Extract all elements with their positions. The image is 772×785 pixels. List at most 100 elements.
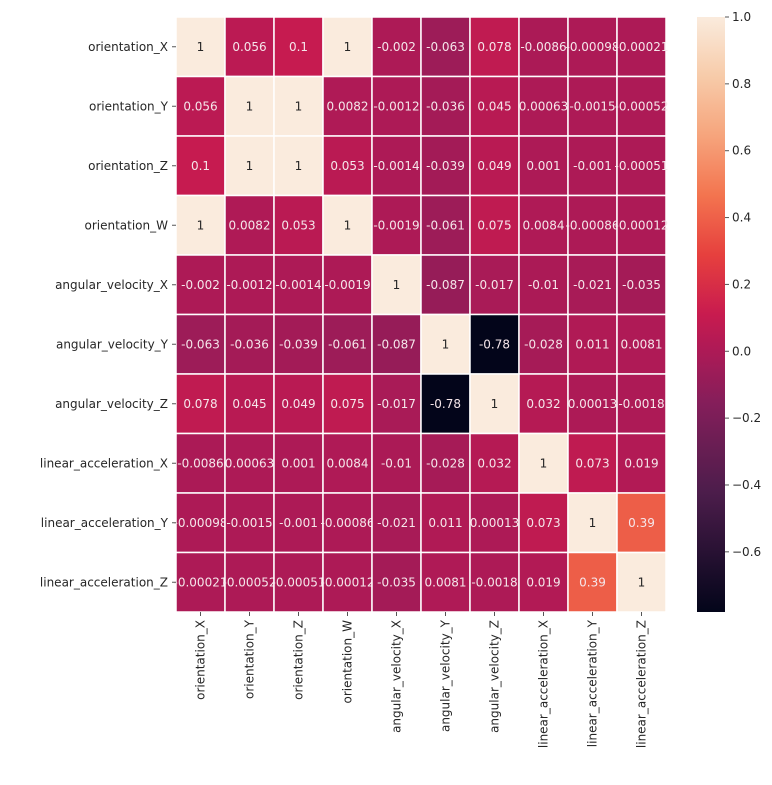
- col-tick-label: angular_velocity_Y: [439, 619, 453, 732]
- colorbar-tick-label: 1.0: [732, 10, 751, 24]
- cell-value-label: 0.00063: [225, 456, 275, 470]
- colorbar-tick-label: 0.2: [732, 277, 751, 291]
- cell-value-label: -0.036: [230, 337, 269, 351]
- heatmap-cell: [616, 254, 667, 316]
- heatmap-cell: [273, 313, 324, 375]
- cell-value-label: -0.028: [524, 337, 563, 351]
- colorbar-tick-label: −0.4: [732, 478, 761, 492]
- cell-value-label: -0.061: [426, 218, 465, 232]
- cell-value-label: -0.0014: [373, 159, 419, 173]
- row-tick-label: linear_acceleration_X: [40, 456, 168, 470]
- row-tick-label: angular_velocity_Y: [56, 337, 169, 351]
- cell-value-label: 0.0082: [327, 99, 369, 113]
- heatmap-cell: [518, 254, 569, 316]
- cell-value-label: 1: [589, 516, 597, 530]
- cell-value-label: 0.073: [575, 456, 609, 470]
- cell-value-label: -0.002: [181, 278, 220, 292]
- row-tick-label: orientation_Y: [89, 99, 169, 113]
- cell-value-label: 1: [393, 278, 401, 292]
- cell-value-label: -0.039: [426, 159, 465, 173]
- heatmap-cell: [567, 492, 618, 554]
- cell-value-label: 0.1: [191, 159, 210, 173]
- cell-value-label: 0.056: [232, 40, 266, 54]
- cell-value-label: 0.001: [526, 159, 560, 173]
- row-tick-label: orientation_X: [88, 40, 168, 54]
- heatmap-cell: [469, 135, 520, 197]
- cell-value-label: 1: [344, 218, 352, 232]
- cell-value-label: -0.00098: [566, 40, 620, 54]
- cell-value-label: 0.011: [575, 337, 609, 351]
- cell-value-label: 0.078: [183, 397, 217, 411]
- cell-value-label: -0.087: [426, 278, 465, 292]
- heatmap-cell: [567, 551, 618, 613]
- cell-value-label: 0.075: [477, 218, 511, 232]
- heatmap-cell: [616, 75, 667, 137]
- heatmap-cell: [616, 432, 667, 494]
- heatmap-cell: [224, 75, 275, 137]
- row-tick-label: orientation_Z: [88, 159, 168, 173]
- heatmap-cell: [420, 194, 471, 256]
- cell-value-label: 0.045: [477, 99, 511, 113]
- heatmap-cell: [469, 492, 520, 554]
- cell-value-label: -0.00012: [615, 218, 669, 232]
- row-tick-label: angular_velocity_X: [55, 278, 168, 292]
- cell-value-label: -0.0086: [520, 40, 566, 54]
- cell-value-label: -0.0018: [618, 397, 664, 411]
- cell-value-label: 0.056: [183, 99, 217, 113]
- row-tick-label: linear_acceleration_Y: [41, 516, 169, 530]
- cell-value-label: 0.053: [330, 159, 364, 173]
- heatmap-cell: [224, 492, 275, 554]
- cell-value-label: 1: [246, 159, 254, 173]
- cell-value-label: 0.019: [624, 456, 658, 470]
- heatmap-cell: [518, 492, 569, 554]
- cell-value-label: 1: [491, 397, 499, 411]
- heatmap-cell: [616, 373, 667, 435]
- cell-value-label: 0.078: [477, 40, 511, 54]
- cell-value-label: 0.39: [628, 516, 655, 530]
- cell-value-label: 1: [638, 575, 646, 589]
- colorbar-tick-label: 0.0: [732, 344, 751, 358]
- cell-value-label: 0.0081: [621, 337, 663, 351]
- heatmap-cell: [567, 254, 618, 316]
- heatmap-cell: [616, 492, 667, 554]
- heatmap-cell: [322, 432, 373, 494]
- heatmap-cell: [371, 313, 422, 375]
- cell-value-label: -0.78: [479, 337, 510, 351]
- heatmap-cell: [469, 432, 520, 494]
- heatmap-cell: [224, 254, 275, 316]
- cell-value-label: -0.017: [475, 278, 514, 292]
- heatmap-cell: [420, 313, 471, 375]
- cell-value-label: -0.01: [528, 278, 559, 292]
- heatmap-cell: [371, 254, 422, 316]
- col-tick-label: orientation_Y: [243, 619, 257, 699]
- cell-value-label: -0.002: [377, 40, 416, 54]
- cell-value-label: -0.087: [377, 337, 416, 351]
- heatmap-cell: [224, 135, 275, 197]
- cell-value-label: -0.78: [430, 397, 461, 411]
- cell-value-label: -0.0012: [373, 99, 419, 113]
- cell-value-label: 0.0082: [229, 218, 271, 232]
- colorbar-tick-label: −0.2: [732, 411, 761, 425]
- col-tick-label: orientation_W: [341, 620, 355, 704]
- cell-value-label: -0.00051: [615, 159, 669, 173]
- heatmap-cell: [420, 16, 471, 78]
- colorbar: [697, 17, 725, 612]
- cell-value-label: -0.01: [381, 456, 412, 470]
- col-tick-label: orientation_X: [194, 620, 208, 700]
- heatmap-cell: [518, 551, 569, 613]
- cell-value-label: -0.00052: [223, 575, 277, 589]
- cell-value-label: -0.0019: [324, 278, 370, 292]
- cell-value-label: 1: [442, 337, 450, 351]
- heatmap-cell: [420, 432, 471, 494]
- heatmap-cell: [616, 551, 667, 613]
- cell-value-label: -0.00086: [321, 516, 375, 530]
- cell-value-label: -0.00098: [174, 516, 228, 530]
- cell-value-label: 1: [344, 40, 352, 54]
- heatmap-cell: [175, 551, 226, 613]
- heatmap-cell: [371, 432, 422, 494]
- cell-value-label: -0.0015: [226, 516, 272, 530]
- heatmap-cell: [567, 432, 618, 494]
- col-tick-label: angular_velocity_Z: [488, 620, 502, 733]
- cell-value-label: 0.1: [289, 40, 308, 54]
